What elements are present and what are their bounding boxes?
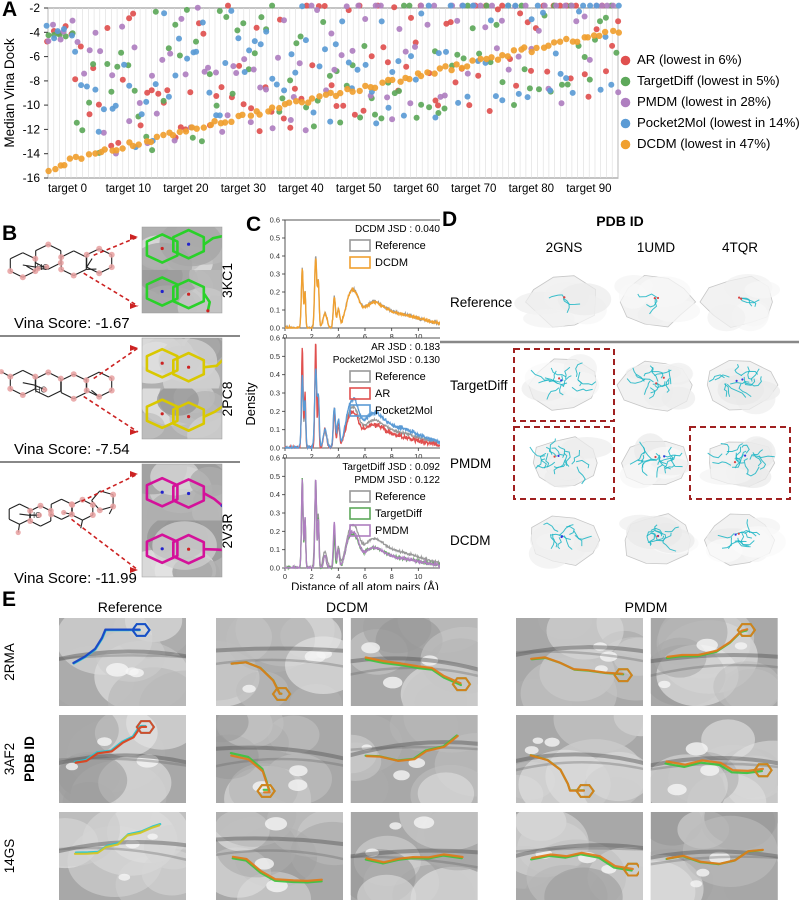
svg-text:target 80: target 80	[509, 183, 554, 195]
svg-text:4: 4	[336, 572, 340, 581]
svg-text:Vina Score: -7.54: Vina Score: -7.54	[14, 441, 130, 458]
svg-text:PMDM: PMDM	[450, 456, 491, 471]
svg-text:target 30: target 30	[221, 183, 266, 195]
svg-text:2: 2	[310, 572, 314, 581]
svg-text:0.0: 0.0	[270, 444, 280, 453]
svg-text:target 50: target 50	[336, 183, 381, 195]
svg-text:Reference: Reference	[450, 295, 512, 310]
svg-text:-12: -12	[23, 122, 41, 136]
svg-text:DCDM JSD : 0.040: DCDM JSD : 0.040	[355, 224, 440, 235]
svg-text:PDB ID: PDB ID	[22, 736, 37, 782]
svg-text:DCDM: DCDM	[326, 599, 368, 615]
svg-text:Median Vina Dock: Median Vina Dock	[2, 38, 17, 148]
svg-text:0.0: 0.0	[270, 324, 280, 333]
svg-text:target 40: target 40	[278, 183, 323, 195]
svg-text:0.4: 0.4	[270, 252, 280, 261]
svg-text:0.6: 0.6	[270, 216, 280, 225]
svg-text:3KC1: 3KC1	[219, 263, 235, 298]
svg-text:2GNS: 2GNS	[546, 240, 583, 255]
svg-text:-8: -8	[29, 74, 40, 88]
svg-text:Reference: Reference	[375, 371, 426, 383]
svg-text:-10: -10	[23, 98, 41, 112]
svg-text:14GS: 14GS	[2, 839, 17, 874]
svg-text:0.2: 0.2	[270, 288, 280, 297]
svg-text:TargetDiff: TargetDiff	[375, 508, 423, 520]
svg-text:Pocket2Mol: Pocket2Mol	[375, 405, 432, 417]
svg-text:6: 6	[363, 572, 367, 581]
svg-text:PMDM JSD : 0.122: PMDM JSD : 0.122	[354, 475, 440, 486]
svg-text:DCDM: DCDM	[375, 257, 408, 269]
svg-text:3AF2: 3AF2	[2, 743, 17, 775]
svg-text:0.2: 0.2	[270, 527, 280, 536]
svg-text:target 60: target 60	[394, 183, 439, 195]
svg-text:DCDM: DCDM	[450, 533, 491, 548]
svg-text:PDB ID: PDB ID	[596, 213, 643, 229]
svg-text:Vina Score: -1.67: Vina Score: -1.67	[14, 315, 130, 332]
svg-text:Reference: Reference	[98, 599, 163, 615]
svg-text:0.6: 0.6	[270, 454, 280, 463]
svg-text:TargetDiff: TargetDiff	[450, 378, 508, 393]
svg-text:2RMA: 2RMA	[2, 643, 17, 681]
svg-text:AR: AR	[375, 388, 390, 400]
svg-text:PMDM: PMDM	[625, 599, 668, 615]
svg-text:AR JSD : 0.183: AR JSD : 0.183	[371, 342, 440, 353]
svg-text:0.5: 0.5	[270, 234, 280, 243]
svg-text:8: 8	[390, 572, 394, 581]
svg-text:2V3R: 2V3R	[219, 513, 235, 548]
svg-text:10: 10	[414, 572, 422, 581]
svg-text:Pocket2Mol JSD : 0.130: Pocket2Mol JSD : 0.130	[333, 355, 441, 366]
svg-text:0.1: 0.1	[270, 306, 280, 315]
svg-text:0.6: 0.6	[270, 334, 280, 343]
svg-text:2PC8: 2PC8	[219, 381, 235, 416]
svg-text:target 90: target 90	[566, 183, 611, 195]
svg-text:0.4: 0.4	[270, 370, 280, 379]
svg-text:0.1: 0.1	[270, 545, 280, 554]
svg-text:0.1: 0.1	[270, 425, 280, 434]
svg-text:-14: -14	[23, 147, 41, 161]
svg-text:Density: Density	[245, 382, 258, 426]
svg-text:0: 0	[283, 572, 287, 581]
svg-text:0.3: 0.3	[270, 389, 280, 398]
svg-text:Reference: Reference	[375, 240, 426, 252]
svg-text:target 0: target 0	[48, 183, 87, 195]
svg-text:0.2: 0.2	[270, 407, 280, 416]
svg-text:-2: -2	[29, 1, 40, 15]
svg-text:0.0: 0.0	[270, 564, 280, 573]
svg-text:Vina Score: -11.99: Vina Score: -11.99	[14, 570, 137, 587]
svg-text:-6: -6	[29, 50, 40, 64]
svg-text:0.5: 0.5	[270, 472, 280, 481]
svg-text:0.3: 0.3	[270, 270, 280, 279]
svg-text:PMDM: PMDM	[375, 525, 409, 537]
svg-text:target 70: target 70	[451, 183, 496, 195]
svg-text:target 10: target 10	[106, 183, 151, 195]
svg-text:TargetDiff JSD : 0.092: TargetDiff JSD : 0.092	[342, 462, 440, 473]
svg-text:0.3: 0.3	[270, 509, 280, 518]
svg-text:Reference: Reference	[375, 491, 426, 503]
svg-text:-4: -4	[29, 25, 40, 39]
svg-text:target 20: target 20	[163, 183, 208, 195]
svg-text:-16: -16	[23, 171, 41, 185]
svg-text:0.5: 0.5	[270, 352, 280, 361]
svg-text:4TQR: 4TQR	[722, 240, 758, 255]
svg-text:0.4: 0.4	[270, 490, 280, 499]
svg-text:1UMD: 1UMD	[637, 240, 676, 255]
